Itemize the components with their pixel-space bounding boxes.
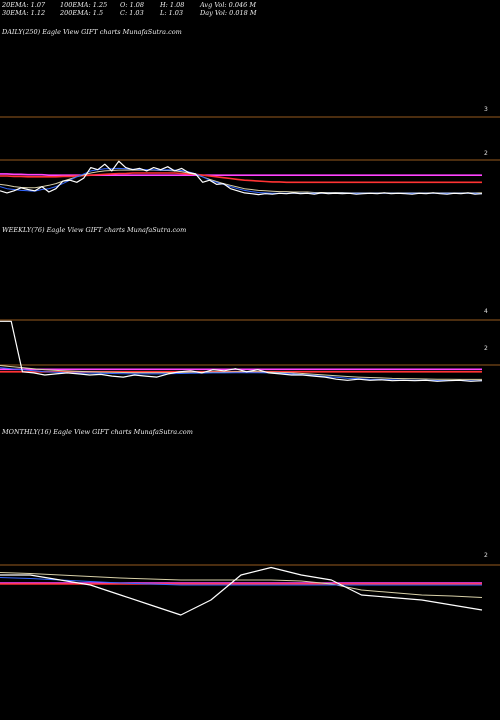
weekly-panel-title: WEEKLY(76) Eagle View GIFT charts Munafa… [2,226,187,234]
weekly-ema30-line [0,365,482,380]
daily-price-line [0,160,483,196]
stat-day-vol: Day Vol: 0.018 M [200,9,257,17]
daily-ema200-line [0,173,482,176]
monthly-y-tick-label: 2 [484,552,488,559]
stat-200ema: 200EMA: 1.5 [60,9,104,17]
stat-open: O: 1.08 [120,1,145,9]
daily-y-tick-label: 2 [484,150,488,157]
stat-avg-vol: Avg Vol: 0.046 M [200,1,257,9]
monthly-price-line [0,566,483,616]
daily-panel-title: DAILY(250) Eagle View GIFT charts Munafa… [2,28,182,36]
stat-20ema: 20EMA: 1.07 [2,1,46,9]
stat-low: L: 1.03 [160,9,184,17]
stat-30ema: 30EMA: 1.12 [2,9,46,17]
stat-high: H: 1.08 [160,1,185,9]
weekly-price-line [0,320,483,382]
stat-close: C: 1.03 [120,9,144,17]
stat-100ema: 100EMA: 1.25 [60,1,108,9]
daily-y-tick-label: 3 [484,106,488,113]
monthly-panel-title: MONTHLY(16) Eagle View GIFT charts Munaf… [2,428,193,436]
weekly-y-tick-label: 2 [484,345,488,352]
weekly-y-tick-label: 4 [484,308,488,315]
monthly-ema20-line [0,577,482,586]
monthly-ema30-line [0,572,483,598]
